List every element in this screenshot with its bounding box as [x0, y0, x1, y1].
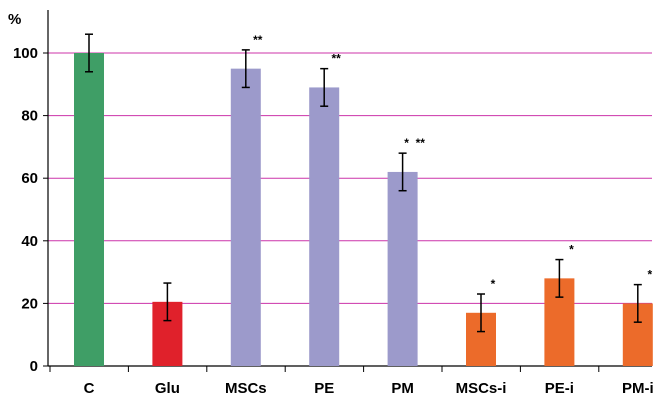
significance-label-PM-i: *	[647, 268, 652, 282]
x-category-label-PE-i: PE-i	[545, 380, 574, 397]
y-tick-label-80: 80	[21, 108, 38, 125]
error-bar-Glu	[163, 282, 172, 322]
bar-PM	[387, 171, 418, 366]
error-bar-MSCs-i	[477, 293, 485, 333]
y-unit-label: %	[8, 11, 21, 28]
significance-label-PE: **	[332, 52, 342, 66]
y-tick-label-20: 20	[21, 295, 38, 312]
x-category-label-PE: PE	[314, 380, 334, 397]
gridlines	[48, 52, 652, 304]
x-category-label-MSCs: MSCs	[225, 380, 267, 397]
error-bar-PM	[398, 152, 407, 192]
error-bar-PE-i	[555, 258, 564, 298]
error-bars	[85, 33, 642, 333]
error-bar-MSCs	[241, 49, 250, 89]
error-bar-PE	[320, 67, 329, 107]
error-bar-PM-i	[633, 283, 642, 323]
bar-MSCs	[230, 68, 261, 367]
x-category-label-Glu: Glu	[155, 380, 180, 397]
x-category-label-PM-i: PM-i	[622, 380, 654, 397]
bar-PE	[309, 87, 340, 367]
significance-label-MSCs-i: *	[491, 277, 496, 291]
x-category-label-C: C	[84, 380, 95, 397]
bar-C	[74, 53, 104, 366]
significance-label-PE-i: *	[569, 243, 574, 257]
significance-label-MSCs: **	[253, 33, 263, 47]
y-tick-label-0: 0	[30, 358, 38, 375]
y-tick-label-40: 40	[21, 233, 38, 250]
error-bar-C	[85, 33, 93, 73]
y-tick-label-60: 60	[21, 170, 38, 187]
significance-label-PM: * **	[404, 136, 425, 150]
y-tick-label-100: 100	[13, 45, 38, 62]
bars	[74, 53, 653, 367]
x-category-label-PM: PM	[391, 380, 414, 397]
x-category-label-MSCs-i: MSCs-i	[456, 380, 507, 397]
